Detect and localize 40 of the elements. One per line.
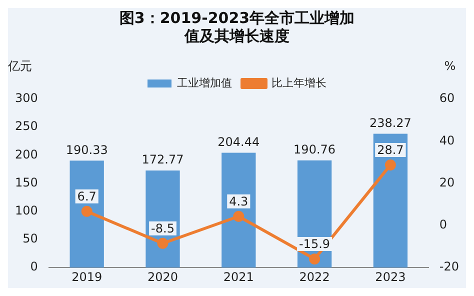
bar bbox=[373, 134, 408, 268]
y2-tick-label: 0 bbox=[439, 218, 448, 232]
y2-tick-label: 40 bbox=[439, 133, 455, 148]
x-tick-label: 2020 bbox=[147, 270, 178, 284]
point bbox=[157, 238, 168, 249]
y-tick-label: 50 bbox=[22, 232, 38, 246]
legend-label: 工业增加值 bbox=[177, 76, 232, 90]
x-tick-label: 2021 bbox=[223, 270, 254, 284]
data-label: 238.27 bbox=[369, 116, 412, 130]
y-tick-label: 300 bbox=[15, 91, 38, 106]
point bbox=[81, 206, 92, 217]
point bbox=[309, 253, 320, 264]
y2-tick-label: -20 bbox=[439, 260, 460, 274]
x-tick-label: 2023 bbox=[375, 270, 406, 284]
y-tick-label: 150 bbox=[15, 175, 38, 190]
y-tick-label: 0 bbox=[30, 260, 38, 274]
y2-tick-label: 20 bbox=[439, 175, 455, 190]
x-tick-label: 2022 bbox=[299, 270, 330, 284]
data-label: 28.7 bbox=[377, 143, 404, 158]
data-label: 6.7 bbox=[77, 189, 96, 204]
legend-label: 比上年增长 bbox=[272, 76, 326, 90]
bar bbox=[70, 160, 104, 268]
y-tick-label: 100 bbox=[15, 204, 38, 218]
y2-axis-title: % bbox=[444, 59, 456, 74]
data-label: 204.44 bbox=[218, 134, 260, 149]
data-label: 190.33 bbox=[66, 142, 108, 157]
data-label: -15.9 bbox=[299, 237, 330, 252]
data-label: -8.5 bbox=[151, 221, 174, 236]
data-label: 172.77 bbox=[142, 152, 184, 167]
y2-tick-label: 60 bbox=[439, 91, 455, 106]
y-axis-title: 亿元 bbox=[7, 59, 32, 74]
chart-title: 图3：2019-2023年全市工业增加值及其增长速度 bbox=[119, 8, 355, 45]
data-label: 190.76 bbox=[294, 142, 336, 157]
y-tick-label: 200 bbox=[15, 147, 38, 162]
x-tick-label: 2019 bbox=[72, 270, 102, 284]
y-tick-label: 250 bbox=[15, 119, 38, 134]
point bbox=[384, 159, 396, 170]
point bbox=[233, 210, 244, 222]
data-label: 4.3 bbox=[229, 194, 248, 209]
bar bbox=[222, 152, 256, 268]
